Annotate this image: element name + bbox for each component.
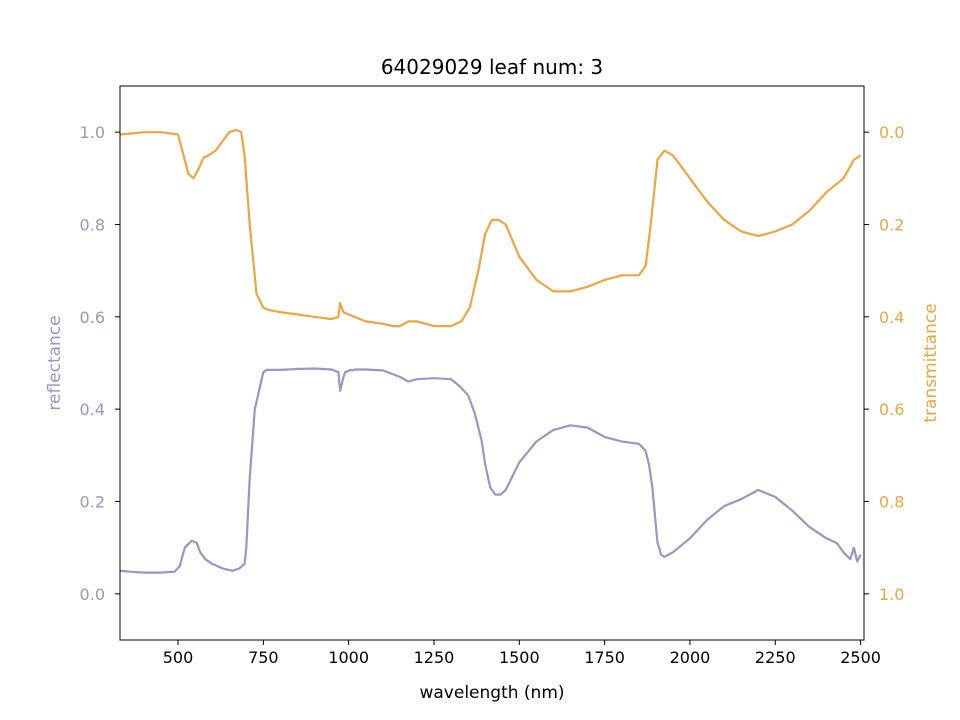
x-tick-label: 1750 (584, 648, 625, 667)
x-axis: 500 750 1000 1250 1500 1750 2000 2250 2500 (163, 640, 881, 667)
axes-frame (119, 85, 865, 641)
reflectance-line (119, 367, 862, 574)
x-tick-label: 500 (163, 648, 194, 667)
y-right-tick-label: 0.2 (879, 216, 904, 235)
x-tick-label: 1000 (328, 648, 369, 667)
y-left-tick-label: 0.4 (80, 400, 105, 419)
chart-title: 64029029 leaf num: 3 (381, 55, 603, 79)
y-axis-label-right: transmittance (921, 303, 941, 422)
y-right-tick-label: 1.0 (879, 585, 904, 604)
y-right-tick-label: 0.6 (879, 400, 904, 419)
transmittance-line (119, 128, 862, 328)
y-left-tick-label: 0.0 (80, 585, 105, 604)
y-left-tick-label: 0.8 (80, 216, 105, 235)
y-left-tick-label: 0.2 (80, 493, 105, 512)
y-axis-left: 0.0 0.2 0.4 0.6 0.8 1.0 (80, 123, 120, 604)
y-left-tick-label: 1.0 (80, 123, 105, 142)
y-left-tick-label: 0.6 (80, 308, 105, 327)
y-axis-right: 0.0 0.2 0.4 0.6 0.8 1.0 (864, 123, 904, 604)
plot-area (119, 128, 862, 574)
y-right-tick-label: 0.8 (879, 493, 904, 512)
x-tick-label: 2500 (840, 648, 881, 667)
x-tick-label: 1500 (499, 648, 540, 667)
x-tick-label: 1250 (414, 648, 455, 667)
y-axis-label-left: reflectance (45, 315, 65, 410)
y-right-tick-label: 0.4 (879, 308, 904, 327)
x-tick-label: 2000 (670, 648, 711, 667)
y-right-tick-label: 0.0 (879, 123, 904, 142)
x-tick-label: 750 (248, 648, 279, 667)
x-axis-label: wavelength (nm) (419, 683, 564, 703)
x-tick-label: 2250 (755, 648, 796, 667)
